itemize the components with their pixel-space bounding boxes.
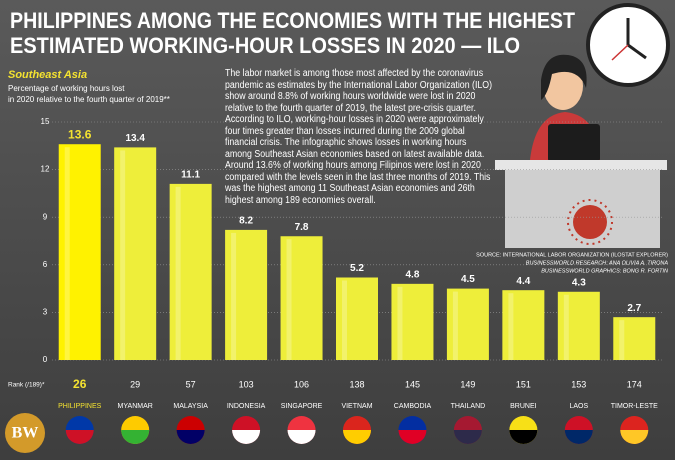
bar-highlight (508, 293, 514, 360)
bar (225, 229, 268, 360)
bar-highlight (342, 280, 347, 360)
logo-badge (5, 413, 45, 453)
rank: 151 (516, 379, 531, 389)
x-tick-label: INDONESIA (227, 403, 266, 410)
bar (391, 283, 434, 360)
flag (398, 430, 427, 444)
bar-highlight (397, 286, 403, 360)
description: The labor market is among those most aff… (225, 68, 493, 206)
rank: 174 (627, 379, 642, 389)
flag (343, 430, 371, 444)
source: SOURCE: INTERNATIONAL LABOR ORGANIZATION… (476, 252, 668, 258)
y-axis-label: in 2020 relative to the fourth quarter o… (8, 95, 170, 104)
value-label: 7.8 (295, 222, 309, 233)
bar-highlight (452, 291, 458, 360)
rank: 57 (186, 379, 196, 389)
value-label: 13.6 (68, 127, 92, 141)
value-label: 5.2 (350, 263, 364, 274)
rank: 29 (130, 379, 140, 389)
bar-highlight (286, 239, 292, 360)
subtitle: Southeast Asia (8, 69, 87, 81)
bar (169, 183, 212, 360)
value-label: 13.4 (125, 133, 145, 144)
x-tick-label: LAOS (569, 403, 588, 410)
bar (613, 317, 656, 360)
value-label: 2.7 (627, 303, 641, 314)
y-axis-label: Percentage of working hours lost (8, 84, 125, 93)
bar-highlight (175, 186, 181, 360)
y-tick-label: 15 (41, 117, 50, 126)
bar (557, 291, 600, 360)
bar (58, 144, 101, 360)
y-tick-label: 3 (43, 308, 48, 317)
bar-highlight (619, 320, 625, 360)
x-tick-label: VIETNAM (341, 403, 372, 410)
x-tick-label: TIMOR-LESTE (611, 403, 658, 410)
flag (287, 430, 316, 444)
credit: BUSINESSWORLD GRAPHICS: BONG R. FORTIN (541, 268, 668, 274)
flag (176, 430, 205, 444)
y-tick-label: 0 (43, 355, 48, 364)
logo: BW (12, 425, 39, 442)
chart-title: PHILIPPINES AMONG THE ECONOMIES WITH THE… (10, 8, 575, 33)
bar-highlight (563, 294, 569, 360)
y-tick-label: 9 (43, 212, 48, 221)
y-tick-label: 12 (41, 165, 50, 174)
rank: 138 (349, 379, 364, 389)
value-label: 4.5 (461, 274, 475, 285)
rank: 145 (405, 379, 420, 389)
flag (65, 430, 94, 444)
flag (121, 430, 150, 444)
flag (453, 430, 482, 444)
bar-highlight (64, 147, 70, 360)
bar-highlight (120, 150, 126, 360)
rank: 149 (460, 379, 475, 389)
credit: BUSINESSWORLD RESEARCH: ANA OLIVIA A. TI… (526, 260, 669, 266)
bar (502, 290, 545, 360)
chart-title: ESTIMATED WORKING-HOUR LOSSES IN 2020 — … (10, 33, 520, 58)
rank: 103 (239, 379, 254, 389)
x-tick-label: MALAYSIA (173, 403, 208, 410)
x-tick-label: BRUNEI (510, 403, 537, 410)
rank: 26 (73, 377, 87, 391)
x-tick-label: MYANMAR (118, 403, 153, 410)
value-label: 4.4 (516, 276, 530, 287)
flag (564, 430, 593, 444)
rank-label: Rank (/189)* (8, 382, 45, 389)
value-label: 4.8 (406, 269, 420, 280)
rank: 106 (294, 379, 309, 389)
flag (620, 430, 649, 444)
bar (280, 236, 323, 360)
x-tick-label: SINGAPORE (281, 403, 323, 410)
illustration (495, 3, 670, 248)
value-label: 11.1 (181, 170, 200, 181)
value-label: 4.3 (572, 277, 586, 288)
x-tick-label: THAILAND (451, 403, 486, 410)
bar-highlight (231, 232, 237, 360)
value-label: 8.2 (239, 216, 253, 227)
x-tick-label: PHILIPPINES (58, 403, 102, 410)
bar (446, 288, 489, 360)
bar (114, 147, 157, 360)
x-tick-label: CAMBODIA (394, 403, 432, 410)
bar (336, 277, 378, 360)
y-tick-label: 6 (43, 260, 48, 269)
flag (232, 430, 261, 444)
flag (509, 430, 538, 444)
rank: 153 (571, 379, 586, 389)
